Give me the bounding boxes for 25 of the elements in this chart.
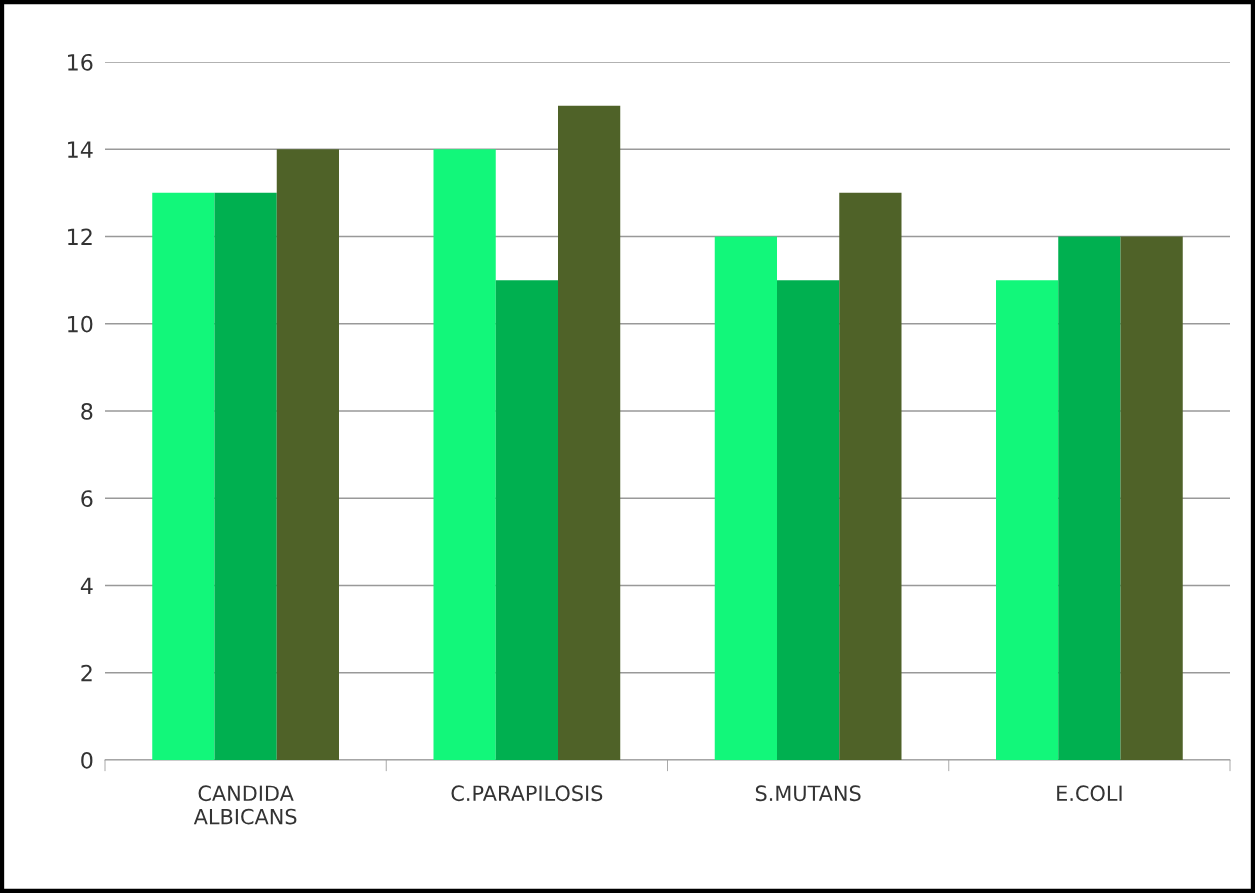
bar xyxy=(1058,236,1121,760)
y-tick-label: 2 xyxy=(81,664,92,682)
y-tick-label: 0 xyxy=(81,751,93,769)
bar xyxy=(495,280,558,760)
y-tick-label: 10 xyxy=(68,315,93,333)
y-tick-label: 4 xyxy=(80,577,93,594)
x-tick-label: CANDIDA ALBICANS xyxy=(193,785,297,825)
bar xyxy=(996,280,1059,760)
x-tick-label: E.COLI xyxy=(1057,785,1122,802)
y-tick-label: 12 xyxy=(68,228,92,245)
bar xyxy=(214,192,277,760)
bar xyxy=(558,105,621,760)
y-tick-label: 16 xyxy=(68,53,93,71)
x-tick-label: S.MUTANS xyxy=(755,785,861,802)
bar xyxy=(839,192,902,760)
y-tick-label: 6 xyxy=(81,490,93,508)
bar xyxy=(152,192,215,760)
bar xyxy=(1120,236,1183,760)
y-tick-label: 14 xyxy=(68,141,93,158)
bar xyxy=(276,149,339,760)
bar xyxy=(714,236,777,760)
x-tick-label: C.PARAPILOSIS xyxy=(451,785,603,802)
y-tick-label: 8 xyxy=(81,402,93,420)
bar xyxy=(433,149,496,760)
bar xyxy=(777,280,840,760)
